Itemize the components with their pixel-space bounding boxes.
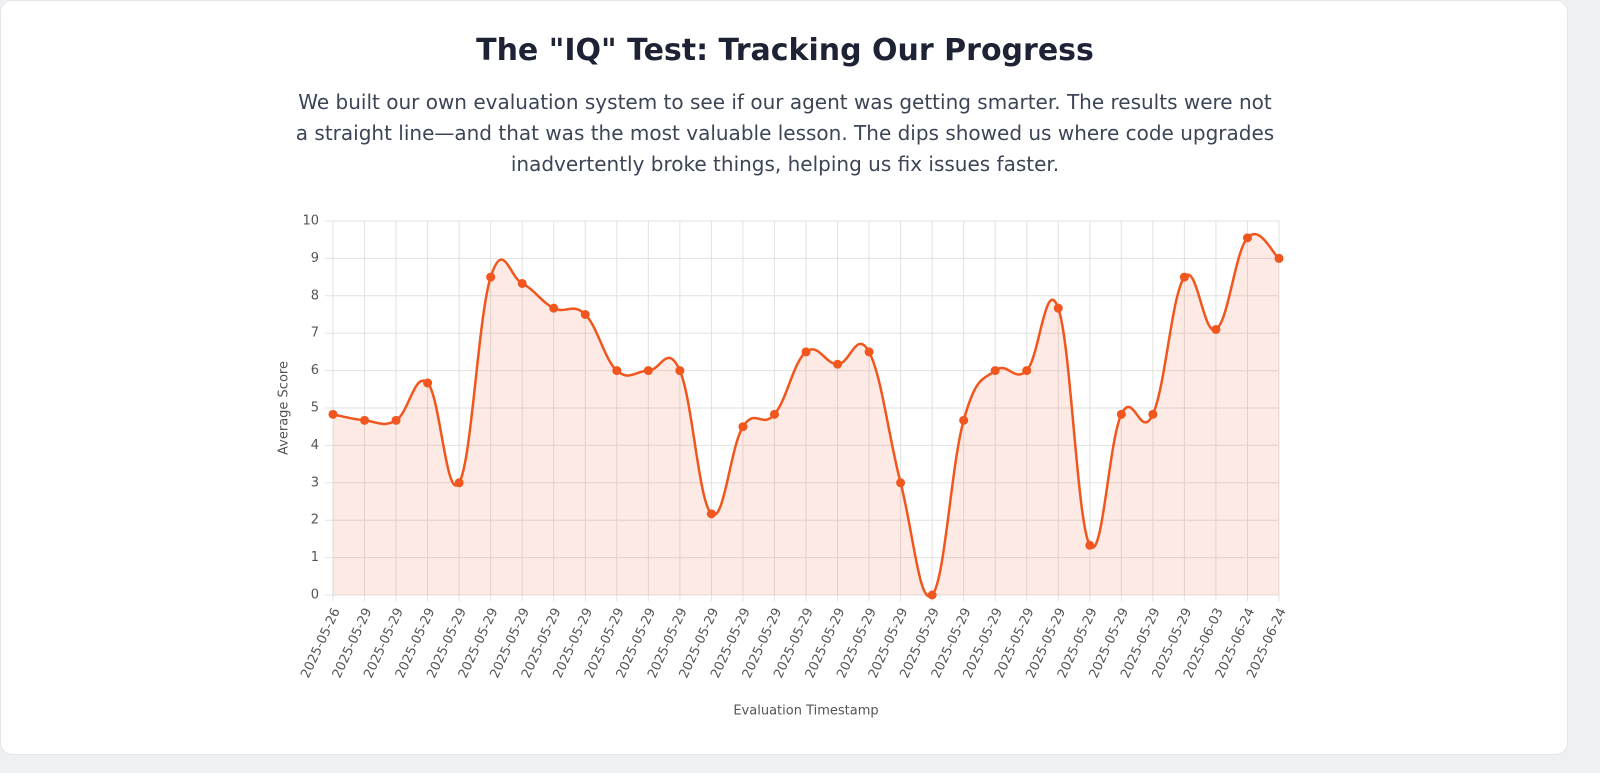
y-tick-label: 5 [311,401,319,416]
point [1116,409,1126,419]
point [1022,366,1032,376]
point [612,366,622,376]
y-tick-label: 9 [311,251,319,266]
point [833,359,843,369]
y-tick-label: 10 [302,214,319,229]
point [1179,272,1189,282]
point [990,366,1000,376]
y-tick-label: 6 [311,363,319,378]
y-axis-label: Average Score [277,361,292,455]
chart: Evaluation Timestamp Average Score 0 1 2 3 4… [277,214,1290,719]
point [738,422,748,432]
y-tick-label: 3 [311,475,319,490]
point [1242,233,1252,243]
point [1274,253,1284,263]
point [801,347,811,357]
point [864,347,874,357]
subtitle: We built our own evaluation system to se… [295,90,1275,176]
point [896,478,906,488]
y-tick-label: 1 [311,550,319,565]
point [1211,324,1221,334]
point [549,303,559,313]
y-tick-label: 2 [311,513,319,528]
point [454,478,464,488]
point [1053,303,1063,313]
point [391,415,401,425]
y-tick-label: 4 [311,438,319,453]
title: The "IQ" Test: Tracking Our Progress [476,33,1094,68]
point [486,272,496,282]
x-axis-label: Evaluation Timestamp [733,704,878,719]
point [517,278,527,288]
y-tick-label: 0 [311,588,319,603]
point [360,415,370,425]
point [328,409,338,419]
point [580,310,590,319]
point [706,509,716,519]
point [769,409,779,419]
card: The "IQ" Test: Tracking Our Progress We … [0,0,1568,755]
point [1148,409,1158,419]
point [959,415,969,425]
y-tick-label: 8 [311,288,319,303]
y-tick-label: 7 [311,326,319,341]
point [927,590,937,600]
point [1085,540,1095,550]
point [675,366,685,376]
point [423,378,433,388]
point [643,366,653,376]
